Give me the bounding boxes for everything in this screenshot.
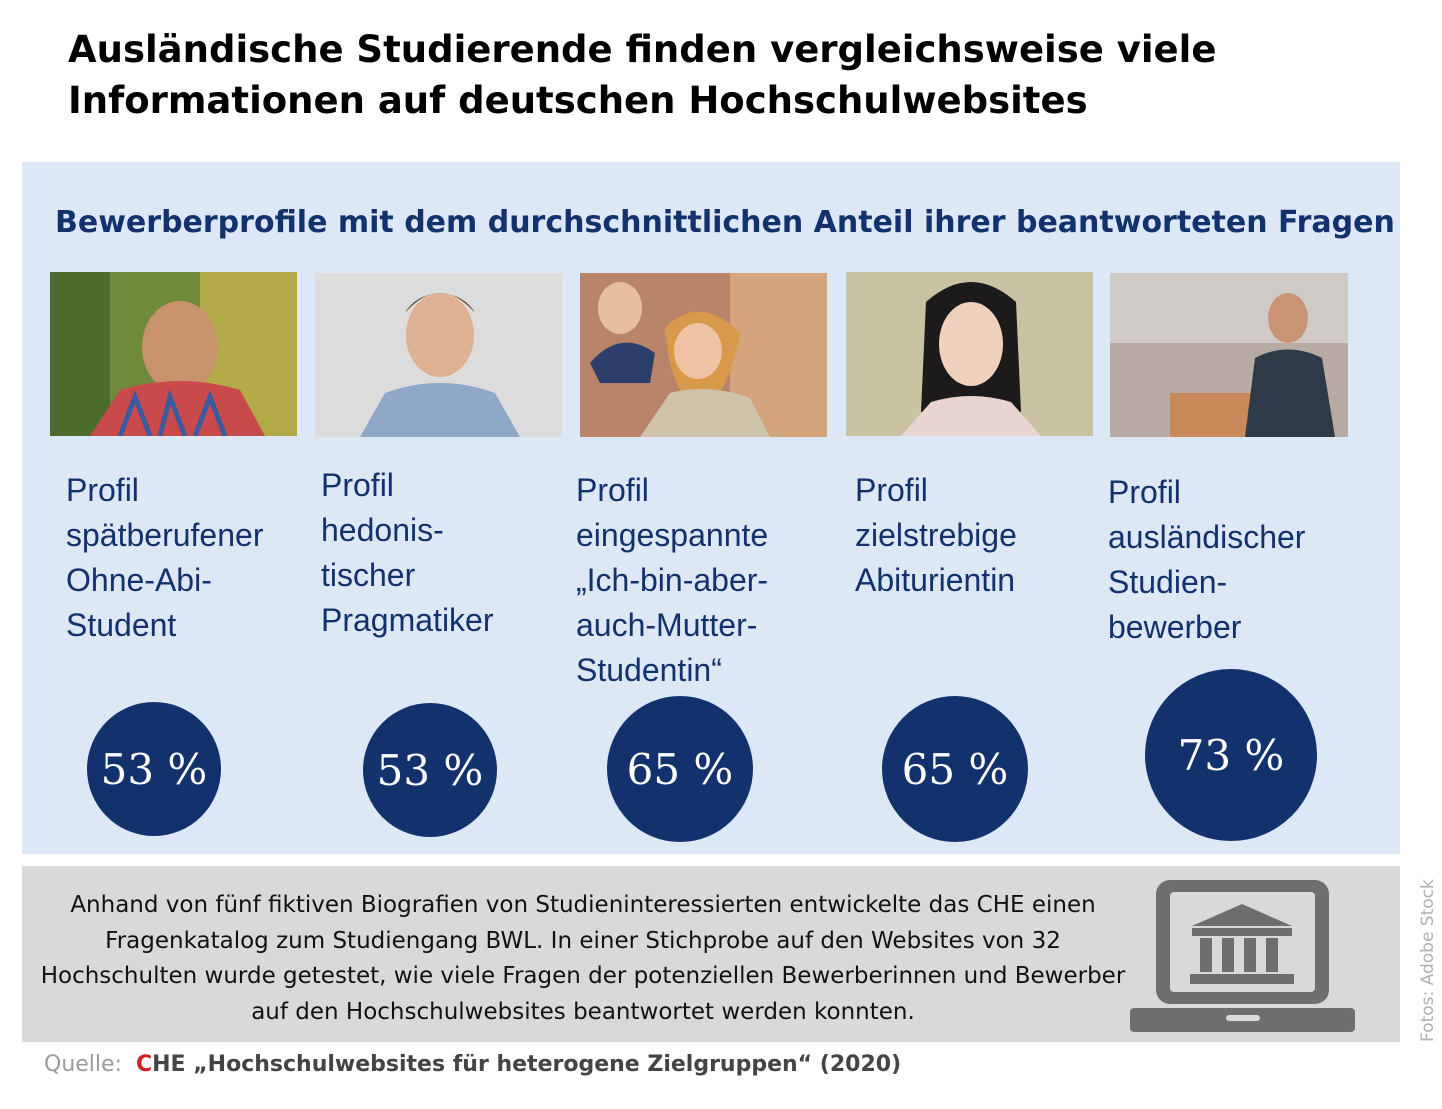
source-line: Quelle: CHE „Hochschulwebsites für heter… [44, 1052, 901, 1077]
value-label-4: 65 % [901, 744, 1009, 794]
photo-profile-1 [50, 272, 297, 436]
value-circle-5: 73 % [1145, 669, 1317, 841]
profile-label-3: Profil eingespannte „Ich-bin-aber- auch-… [576, 472, 769, 688]
value-label-1: 53 % [100, 744, 208, 794]
source-title: HE „Hochschulwebsites für heterogene Zie… [152, 1052, 902, 1077]
profile-label-2: Profil hedonis- tischer Pragmatiker [321, 467, 494, 638]
laptop-university-icon [1130, 878, 1355, 1034]
chart-subtitle: Bewerberprofile mit dem durchschnittlich… [55, 205, 1395, 240]
value-circle-4: 65 % [882, 696, 1028, 842]
value-label-5: 73 % [1177, 730, 1285, 780]
profile-label-5: Profil ausländischer Studien- bewerber [1108, 474, 1306, 645]
info-text: Anhand von fünf fiktiven Biografien von … [40, 892, 1126, 1025]
value-circle-2: 53 % [363, 703, 497, 837]
page-title: Ausländische Studierende finden vergleic… [68, 28, 1217, 122]
value-label-2: 53 % [376, 745, 484, 795]
value-circle-3: 65 % [607, 696, 753, 842]
photo-profile-2 [315, 273, 562, 437]
photo-credit: Fotos: Adobe Stock [1418, 879, 1438, 1042]
value-circle-1: 53 % [87, 702, 221, 836]
photo-profile-5 [1110, 273, 1348, 437]
photo-profile-3 [580, 273, 827, 437]
profile-label-4: Profil zielstrebige Abiturientin [855, 472, 1017, 598]
photo-profile-4 [846, 272, 1093, 436]
source-prefix: Quelle: [44, 1052, 122, 1077]
value-label-3: 65 % [626, 744, 734, 794]
che-logo-c: C [135, 1052, 153, 1077]
profile-label-1: Profil spätberufener Ohne-Abi- Student [66, 472, 264, 643]
